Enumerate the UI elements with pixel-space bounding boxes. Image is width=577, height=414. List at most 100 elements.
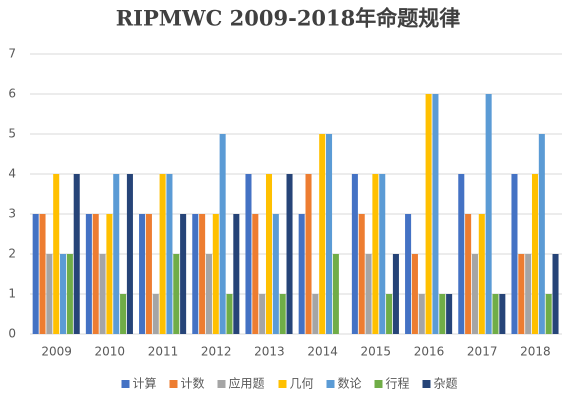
legend-label: 几何: [290, 377, 314, 391]
bar: [92, 214, 99, 334]
bar: [351, 174, 358, 334]
bar: [545, 294, 552, 334]
bar: [233, 214, 240, 334]
legend-swatch: [121, 380, 130, 388]
bar: [492, 294, 499, 334]
bar: [305, 174, 312, 334]
bar: [531, 174, 539, 334]
bar: [465, 214, 472, 334]
bar: [379, 174, 386, 334]
x-tick-label: 2012: [201, 345, 232, 359]
bar: [458, 174, 465, 334]
bar: [471, 254, 478, 334]
bar: [173, 254, 180, 334]
y-tick-label: 6: [8, 87, 16, 101]
x-tick-label: 2018: [520, 345, 551, 359]
y-tick-label: 2: [8, 247, 16, 261]
bar: [392, 254, 399, 334]
bar: [499, 294, 506, 334]
bar: [113, 174, 120, 334]
legend-swatch: [169, 380, 178, 388]
bar: [199, 214, 206, 334]
bar: [538, 134, 545, 334]
bar: [53, 174, 60, 334]
bar: [245, 174, 252, 334]
bar: [326, 134, 333, 334]
bar: [358, 214, 365, 334]
bar: [265, 174, 273, 334]
bar: [372, 174, 379, 334]
y-tick-label: 3: [8, 207, 16, 221]
legend-swatch: [326, 380, 335, 388]
bar: [126, 174, 133, 334]
bar: [46, 254, 53, 334]
bar: [192, 214, 199, 334]
bar: [439, 294, 446, 334]
bar: [66, 254, 73, 334]
x-tick-label: 2014: [307, 345, 338, 359]
bar: [279, 294, 286, 334]
x-tick-label: 2015: [361, 345, 392, 359]
bar: [120, 294, 127, 334]
legend-label: 杂题: [434, 377, 458, 391]
y-tick-label: 7: [8, 47, 16, 61]
legend-label: 计算: [133, 376, 157, 391]
bar: [418, 294, 425, 334]
bar: [365, 254, 372, 334]
bar: [332, 254, 339, 334]
bar: [259, 294, 266, 334]
x-tick-label: 2010: [95, 345, 126, 359]
bar: [432, 94, 439, 334]
bar: [205, 254, 212, 334]
bar: [272, 214, 279, 334]
bar: [312, 294, 319, 334]
bar: [139, 214, 146, 334]
x-tick-label: 2016: [414, 345, 445, 359]
legend-label: 行程: [386, 376, 410, 391]
y-tick-label: 4: [8, 167, 16, 181]
bar: [478, 214, 485, 334]
x-tick-label: 2011: [148, 345, 179, 359]
bar: [446, 294, 453, 334]
legend-swatch: [278, 380, 287, 388]
bar: [411, 254, 418, 334]
legend-label: 计数: [181, 376, 205, 391]
bar: [552, 254, 559, 334]
legend-label: 数论: [338, 376, 362, 391]
bar: [152, 294, 159, 334]
x-tick-label: 2009: [41, 345, 72, 359]
bar: [212, 214, 219, 334]
legend-swatch: [217, 380, 226, 388]
bar: [99, 254, 106, 334]
bar: [485, 94, 492, 334]
bar: [386, 294, 393, 334]
chart-title: RIPMWC 2009-2018年命题规律: [116, 6, 461, 31]
bar: [405, 214, 412, 334]
bar: [166, 174, 173, 334]
bar: [511, 174, 518, 334]
x-tick-label: 2013: [254, 345, 285, 359]
bar: [425, 94, 432, 334]
bar: [106, 214, 113, 334]
legend-swatch: [422, 380, 431, 388]
legend-swatch: [374, 380, 383, 388]
y-tick-label: 0: [8, 327, 16, 341]
bar: [219, 134, 226, 334]
bar: [73, 174, 80, 334]
bar: [226, 294, 233, 334]
bar: [298, 214, 305, 334]
bar: [525, 254, 532, 334]
y-tick-label: 1: [8, 287, 16, 301]
y-tick-label: 5: [8, 127, 16, 141]
bar: [60, 254, 67, 334]
bar: [286, 174, 293, 334]
bar: [518, 254, 525, 334]
bar: [39, 214, 46, 334]
bar: [85, 214, 92, 334]
bar: [145, 214, 152, 334]
bar: [159, 174, 166, 334]
bar: [319, 134, 326, 334]
bar: [252, 214, 259, 334]
bar: [32, 214, 39, 334]
